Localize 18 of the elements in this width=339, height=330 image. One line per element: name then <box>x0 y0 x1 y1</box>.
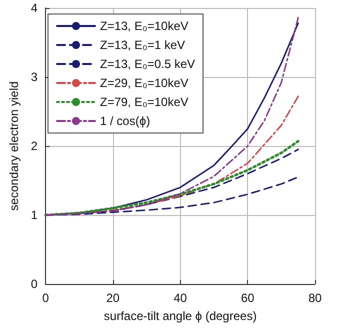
y-tick-label: 4 <box>30 1 38 15</box>
y-axis-title: secondary electron yield <box>7 81 21 211</box>
x-tick-label: 40 <box>174 291 188 305</box>
x-tick-label: 80 <box>308 291 322 305</box>
legend-label: 1 / cos(ϕ) <box>100 114 150 128</box>
x-axis-title: surface-tilt angle ϕ (degrees) <box>104 309 257 323</box>
legend-label: Z=13, E₀=0.5 keV <box>100 57 196 71</box>
x-tick-label: 20 <box>106 291 120 305</box>
legend-label: Z=29, E₀=10keV <box>100 76 188 90</box>
x-tick-label: 60 <box>240 291 255 305</box>
y-tick-label: 3 <box>30 70 38 84</box>
y-tick-label: 1 <box>30 208 38 222</box>
y-tick-label: 2 <box>30 139 38 153</box>
legend-label: Z=79, E₀=10keV <box>100 95 188 109</box>
x-tick-label: 0 <box>42 291 50 305</box>
legend-label: Z=13, E₀=1 keV <box>100 38 186 52</box>
legend-label: Z=13, E₀=10keV <box>100 19 188 33</box>
y-tick-label: 0 <box>30 277 38 291</box>
